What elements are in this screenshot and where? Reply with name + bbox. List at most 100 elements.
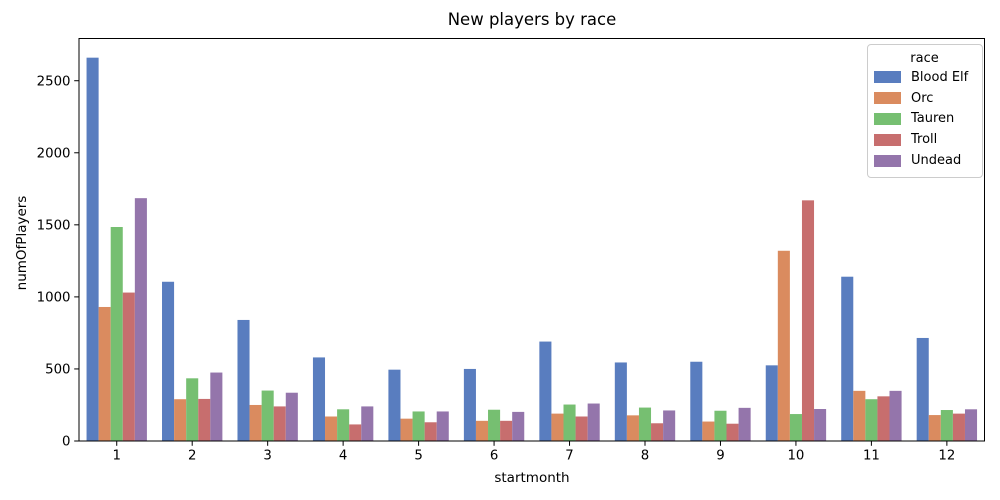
x-tick-label: 3 (263, 449, 271, 464)
y-tick-label: 1000 (37, 291, 71, 306)
bar-undead-month-6 (512, 411, 525, 441)
bar-tauren-month-8 (638, 407, 652, 441)
bar-blood-elf-month-2 (162, 281, 175, 441)
bar-undead-month-11 (889, 390, 902, 441)
bar-troll-month-2 (198, 398, 211, 441)
legend-label: Tauren (911, 111, 955, 127)
bar-tauren-month-11 (865, 399, 878, 441)
bar-blood-elf-month-7 (539, 341, 552, 441)
bar-tauren-month-6 (488, 409, 501, 441)
x-tick-label: 5 (414, 449, 422, 464)
legend-swatch-icon (874, 112, 901, 125)
bar-undead-month-8 (663, 410, 676, 441)
legend-entry-tauren: Tauren (874, 109, 975, 130)
bar-orc-month-4 (325, 416, 338, 441)
bar-tauren-month-2 (186, 378, 199, 441)
bar-blood-elf-month-12 (916, 337, 929, 441)
bar-undead-month-2 (210, 372, 223, 441)
legend-swatch-icon (874, 71, 901, 84)
bar-tauren-month-3 (261, 390, 274, 441)
bar-orc-month-1 (98, 306, 111, 441)
y-tick-label: 0 (62, 435, 70, 450)
y-tick-label: 1500 (37, 219, 71, 234)
bar-orc-month-8 (626, 415, 639, 441)
bar-undead-month-12 (964, 409, 978, 441)
bar-troll-month-6 (500, 420, 513, 441)
bar-blood-elf-month-9 (690, 361, 703, 441)
x-tick-label: 1 (112, 449, 120, 464)
legend-swatch-icon (874, 92, 901, 105)
bar-troll-month-4 (349, 424, 362, 441)
bar-orc-month-12 (928, 415, 941, 441)
legend-label: Orc (911, 90, 934, 106)
bar-orc-month-6 (475, 420, 489, 441)
bar-blood-elf-month-1 (86, 57, 99, 442)
bar-troll-month-3 (273, 406, 286, 441)
bar-troll-month-7 (575, 416, 588, 441)
bar-blood-elf-month-3 (237, 319, 250, 441)
bar-undead-month-3 (285, 392, 298, 441)
bar-undead-month-9 (738, 407, 751, 441)
bar-orc-month-3 (249, 404, 262, 441)
x-tick-label: 9 (716, 449, 724, 464)
x-tick-label: 4 (339, 449, 347, 464)
bar-blood-elf-month-10 (765, 365, 778, 441)
bar-troll-month-10 (801, 200, 815, 441)
bar-tauren-month-7 (563, 404, 576, 441)
bar-blood-elf-month-4 (312, 357, 326, 441)
legend-entry-undead: Undead (874, 150, 975, 171)
y-tick-label: 2000 (37, 146, 71, 161)
x-tick-label: 6 (490, 449, 498, 464)
bar-undead-month-1 (134, 198, 147, 441)
bar-orc-month-7 (551, 413, 564, 441)
bar-tauren-month-5 (412, 411, 425, 441)
legend-label: Troll (911, 132, 938, 148)
legend-entry-troll: Troll (874, 129, 975, 150)
bar-orc-month-5 (400, 418, 413, 441)
legend-label: Blood Elf (911, 69, 969, 85)
x-axis-label: startmonth (494, 470, 570, 486)
legend-title: race (910, 51, 939, 66)
bar-tauren-month-10 (789, 414, 802, 441)
y-tick-label: 500 (45, 363, 70, 378)
bar-blood-elf-month-6 (463, 368, 476, 441)
legend-swatch-icon (874, 133, 901, 146)
legend-entries: Blood Elf Orc Tauren Troll Undead (874, 67, 975, 171)
x-tick-label: 11 (863, 449, 880, 464)
bar-blood-elf-month-8 (614, 362, 627, 441)
bar-troll-month-1 (122, 292, 135, 441)
legend: race Blood Elf Orc Tauren Troll Undead (867, 44, 983, 178)
bar-undead-month-7 (587, 403, 600, 441)
legend-label: Undead (911, 153, 962, 169)
bar-orc-month-10 (777, 250, 790, 441)
legend-entry-orc: Orc (874, 88, 975, 109)
x-tick-label: 2 (188, 449, 196, 464)
bar-tauren-month-9 (714, 410, 727, 441)
bar-blood-elf-month-5 (388, 369, 401, 441)
bar-orc-month-2 (174, 399, 187, 441)
bar-undead-month-10 (814, 409, 827, 441)
bar-tauren-month-1 (110, 227, 123, 441)
x-tick-label: 10 (787, 449, 804, 464)
bar-troll-month-5 (424, 422, 437, 441)
bar-blood-elf-month-11 (841, 276, 854, 441)
x-tick-label: 8 (641, 449, 649, 464)
bar-orc-month-9 (702, 421, 715, 441)
bar-troll-month-12 (952, 413, 965, 441)
x-tick-label: 7 (565, 449, 573, 464)
bar-troll-month-9 (726, 423, 739, 441)
bar-troll-month-11 (877, 396, 890, 441)
plot-border (78, 38, 986, 442)
legend-entry-blood-elf: Blood Elf (874, 67, 975, 88)
x-tick-label: 12 (938, 449, 955, 464)
bar-undead-month-5 (436, 411, 449, 441)
bar-tauren-month-4 (337, 409, 350, 441)
bar-tauren-month-12 (940, 410, 953, 441)
bar-troll-month-8 (651, 423, 664, 441)
y-tick-label: 2500 (37, 74, 71, 89)
bar-undead-month-4 (361, 406, 374, 441)
chart-title: New players by race (447, 10, 617, 29)
legend-swatch-icon (874, 154, 901, 167)
